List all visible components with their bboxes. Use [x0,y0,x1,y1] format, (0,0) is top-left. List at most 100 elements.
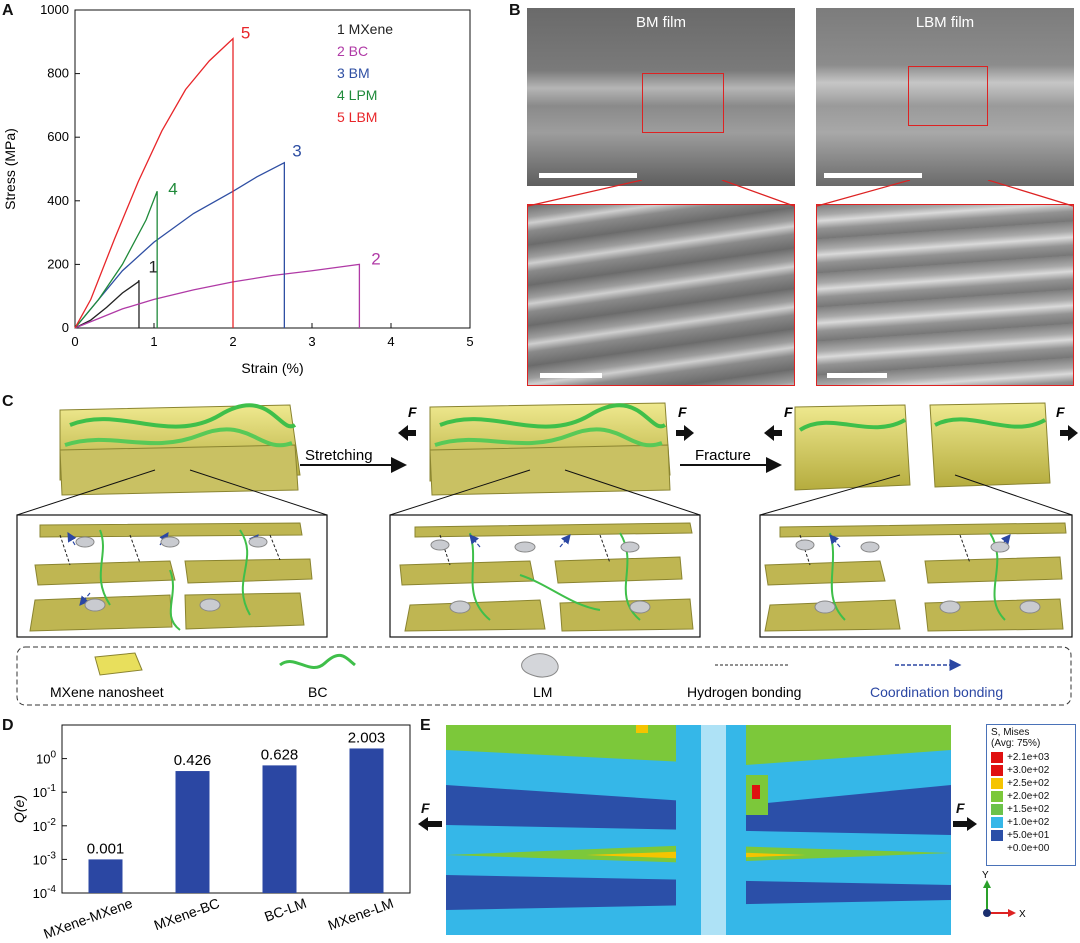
legend-hydrogen: Hydrogen bonding [687,684,801,700]
mechanism-schematic: Stretching Fracture F F F F [16,402,1078,706]
y-tick-label: 100 [36,750,56,767]
y-axis-label: Q(e) [11,795,27,823]
fea-legend-row: +2.5e+02 [991,777,1071,790]
series-number-label: 3 [292,141,301,160]
schematic-legend [16,646,1072,706]
y-tick-label: 1000 [40,2,69,17]
fea-legend-title: S, Mises [991,727,1030,738]
sem-bm-zoom [527,204,795,386]
scale-bar [540,373,602,378]
svg-text:F: F [408,404,417,420]
sem-bm-title: BM film [636,14,686,31]
x-tick-label: 5 [466,334,473,349]
zoom-box [908,66,988,126]
fea-legend-label: +1.0e+02 [1007,817,1050,828]
x-tick-label: 2 [229,334,236,349]
series-line-lbm [74,37,234,329]
sem-lbm-zoom [816,204,1074,386]
x-tick-label: 3 [308,334,315,349]
category-label: MXene-BC [152,895,222,933]
panel-label-c: C [2,393,14,410]
y-tick-label: 10-4 [33,884,57,901]
bar-value-label: 0.001 [87,840,125,857]
scale-bar [824,173,922,178]
plot-frame [61,724,411,894]
x-tick-label: 0 [71,334,78,349]
category-label: BC-LM [262,895,308,925]
fea-legend-label: +2.1e+03 [1007,752,1050,763]
panel-label-b: B [509,2,521,19]
zoom-connectors [527,180,1074,207]
lm-droplet-icon [521,653,559,678]
fea-legend-row: +0.0e+00 [991,842,1071,855]
panel-label-a: A [2,2,14,19]
fracture-label: Fracture [695,447,751,464]
force-arrow-left: F [398,404,417,441]
series-number-label: 2 [371,249,380,268]
series-number-label: 1 [148,257,157,276]
scale-bar [827,373,887,378]
force-arrow-right [953,817,977,831]
series-line-lpm [74,191,158,329]
y-tick-label: 800 [47,66,69,81]
sem-lbm-film: LBM film [816,8,1074,186]
fea-legend-swatch [991,791,1003,802]
stack-initial [59,403,301,496]
fea-legend-row: +1.5e+02 [991,803,1071,816]
force-arrow-left [418,817,442,831]
stack-fractured [794,402,1051,491]
fea-legend-swatch [991,817,1003,828]
bar-mxene-lm [349,748,384,893]
category-label: MXene-LM [326,895,396,933]
svg-text:Y: Y [982,870,989,881]
fea-legend-row: +1.0e+02 [991,816,1071,829]
x-tick-label: 1 [150,334,157,349]
y-tick-label: 400 [47,193,69,208]
fea-legend-label: +3.0e+02 [1007,765,1050,776]
y-tick-label: 600 [47,129,69,144]
y-tick-label: 10-3 [33,850,57,867]
fea-legend-label: +2.0e+02 [1007,791,1050,802]
y-tick-label: 10-2 [33,817,57,834]
scale-bar [539,173,637,178]
legend-entry-lbm: 5 LBM [337,109,377,125]
panel-label-d: D [2,717,14,734]
series-line-mxene [74,280,140,329]
plot-frame [74,9,471,329]
svg-text:X: X [1019,909,1026,920]
bar-mxene-bc [175,771,210,893]
series-line-bm [74,161,286,329]
svg-text:F: F [784,404,793,420]
axis-triad: Y X [982,870,1026,920]
fea-legend-swatch [991,765,1003,776]
force-label-right: F [956,800,965,816]
fea-legend-row: +5.0e+01 [991,829,1071,842]
bar-value-label: 0.426 [174,752,212,769]
bar-bc-lm [262,765,297,893]
sem-bm-film: BM film [527,8,795,186]
fea-legend-swatch [991,752,1003,763]
bond-energy-chart: 10-4 10-3 10-2 10-1 100 Q(e) 0.001 MXene-MXene 0… [11,724,411,942]
fea-legend-row: +3.0e+02 [991,764,1071,777]
fea-legend-row: +2.1e+03 [991,751,1071,764]
fea-legend-swatch [991,804,1003,815]
force-arrow-right: F [1056,404,1078,441]
legend-mxene: MXene nanosheet [50,684,164,700]
force-arrow-left: F [764,404,793,441]
stretching-label: Stretching [305,447,373,464]
legend-entry-bc: 2 BC [337,43,368,59]
bar-mxene-mxene [88,859,123,893]
bar-value-label: 0.628 [261,746,299,763]
fea-legend-subtitle: (Avg: 75%) [991,738,1041,749]
series-number-label: 4 [168,179,177,198]
force-arrow-right: F [676,404,694,441]
force-label-left: F [421,800,430,816]
y-tick-label: 0 [62,320,69,335]
fea-legend-label: +2.5e+02 [1007,778,1050,789]
mxene-nanosheet-icon [94,652,143,676]
fea-legend-label: +0.0e+00 [1007,843,1050,854]
legend-lm: LM [533,684,552,700]
fea-legend: S, Mises (Avg: 75%) +2.1e+03 +3.0e+02 +2.5… [986,724,1076,866]
y-tick-label: 10-1 [33,783,57,800]
zoom-box [642,73,724,133]
